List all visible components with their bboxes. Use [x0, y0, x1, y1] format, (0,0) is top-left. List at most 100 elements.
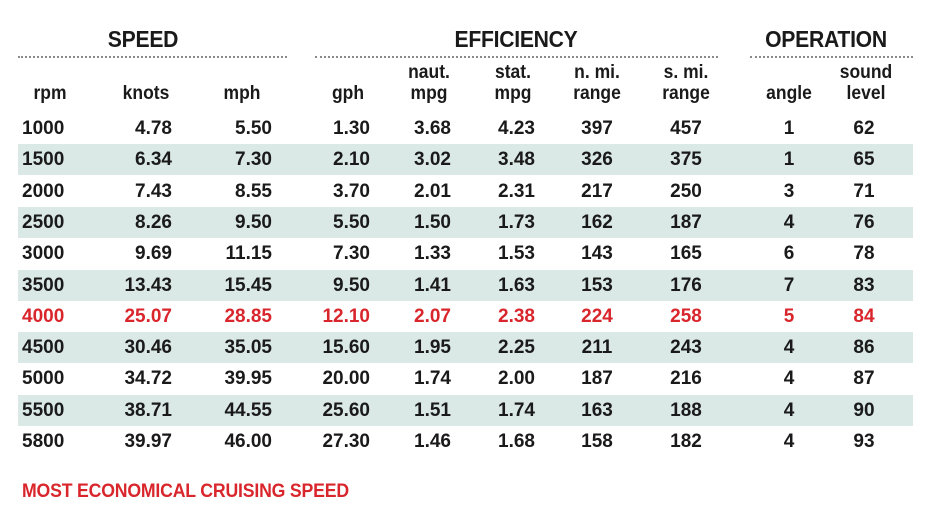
table-cell-stat-mpg: 1.68 — [498, 431, 535, 452]
table-cell-n-mi-range: 162 — [581, 211, 613, 233]
table-cell-s-mi-range: 176 — [670, 274, 702, 296]
table-row: 5500 38.71 44.55 25.60 1.51 1.74 163 188 4 90 — [18, 394, 913, 426]
table-cell-knots: 25.07 — [124, 305, 172, 327]
table-cell-sound-level: 65 — [853, 149, 875, 171]
table-cell-angle: 5 — [783, 305, 795, 327]
table-cell-naut-mpg: 1.95 — [414, 337, 451, 359]
table-row: 2000 7.43 8.55 3.70 2.01 2.31 217 250 3 71 — [18, 176, 913, 207]
table-cell-knots: 30.46 — [124, 337, 172, 359]
table-cell-gph: 20.00 — [322, 368, 370, 390]
table-row: 5000 34.72 39.95 20.00 1.74 2.00 187 216 4 87 — [18, 363, 913, 394]
table-cell-mph: 35.05 — [224, 337, 272, 359]
table-cell-s-mi-range: 182 — [670, 431, 702, 452]
table-cell-knots: 38.71 — [124, 399, 172, 421]
table-cell-gph: 1.30 — [333, 118, 370, 139]
table-cell-rpm: 3000 — [22, 243, 65, 265]
table-cell-naut-mpg: 1.51 — [414, 399, 451, 421]
column-header-line: stat. — [495, 62, 531, 83]
table-cell-knots: 13.43 — [124, 274, 172, 296]
column-header-line: knots — [122, 83, 170, 104]
table-cell-n-mi-range: 143 — [581, 243, 613, 265]
table-cell-gph: 9.50 — [333, 274, 370, 296]
table-cell-s-mi-range: 375 — [670, 149, 702, 171]
table-cell-angle: 3 — [783, 180, 795, 202]
table-cell-n-mi-range: 217 — [581, 180, 613, 202]
table-cell-knots: 8.26 — [135, 211, 172, 233]
table-cell-rpm: 1500 — [22, 149, 65, 171]
table-cell-naut-mpg: 3.68 — [414, 118, 451, 139]
table-cell-sound-level: 86 — [853, 337, 875, 359]
table-cell-mph: 5.50 — [235, 118, 272, 139]
table-cell-s-mi-range: 188 — [670, 399, 702, 421]
column-header-line: angle — [766, 83, 812, 104]
table-cell-sound-level: 83 — [853, 274, 875, 296]
table-cell-gph: 12.10 — [322, 305, 370, 327]
table-cell-stat-mpg: 2.38 — [498, 305, 535, 327]
table-cell-angle: 6 — [783, 243, 795, 265]
table-cell-rpm: 4500 — [22, 337, 65, 359]
table-cell-gph: 3.70 — [333, 180, 370, 202]
group-rule-speed — [18, 56, 287, 58]
table-cell-s-mi-range: 165 — [670, 243, 702, 265]
column-header-sound-level: sound level — [820, 62, 912, 104]
table-cell-knots: 6.34 — [135, 149, 172, 171]
table-cell-rpm: 4000 — [22, 305, 65, 327]
column-header-stat-mpg: stat. mpg — [467, 62, 559, 104]
table-cell-sound-level: 71 — [853, 180, 875, 202]
table-cell-angle: 7 — [783, 274, 795, 296]
table-cell-n-mi-range: 224 — [581, 305, 613, 327]
table-cell-mph: 28.85 — [224, 305, 272, 327]
table-cell-knots: 9.69 — [135, 243, 172, 265]
table-cell-n-mi-range: 326 — [581, 149, 613, 171]
table-cell-naut-mpg: 1.46 — [414, 431, 451, 452]
table-cell-angle: 4 — [783, 211, 795, 233]
table-cell-mph: 44.55 — [224, 399, 272, 421]
highlight-footnote: MOST ECONOMICAL CRUISING SPEED — [22, 481, 349, 502]
table-row: 3000 9.69 11.15 7.30 1.33 1.53 143 165 6 78 — [18, 238, 913, 269]
table-row: 2500 8.26 9.50 5.50 1.50 1.73 162 187 4 76 — [18, 206, 913, 238]
table-cell-rpm: 2500 — [22, 211, 65, 233]
column-header-line: mpg — [410, 83, 448, 104]
table-cell-n-mi-range: 211 — [581, 337, 613, 359]
table-cell-stat-mpg: 2.31 — [498, 180, 535, 202]
table-cell-angle: 4 — [783, 431, 795, 452]
table-cell-rpm: 1000 — [22, 118, 65, 139]
table-cell-mph: 7.30 — [235, 149, 272, 171]
table-cell-gph: 25.60 — [322, 399, 370, 421]
table-cell-s-mi-range: 258 — [670, 305, 702, 327]
column-header-mph: mph — [196, 83, 288, 104]
column-header-line: mpg — [494, 83, 532, 104]
column-header-angle: angle — [743, 83, 835, 104]
table-cell-s-mi-range: 250 — [670, 180, 702, 202]
column-header-n-mi-range: n. mi. range — [551, 62, 643, 104]
table-cell-angle: 4 — [783, 399, 795, 421]
table-cell-rpm: 5500 — [22, 399, 65, 421]
table-cell-s-mi-range: 216 — [670, 368, 702, 390]
column-header-naut-mpg: naut. mpg — [383, 62, 475, 104]
table-cell-stat-mpg: 1.73 — [498, 211, 535, 233]
table-cell-angle: 4 — [783, 337, 795, 359]
table-cell-stat-mpg: 3.48 — [498, 149, 535, 171]
table-cell-mph: 8.55 — [235, 180, 272, 202]
table-cell-gph: 15.60 — [322, 337, 370, 359]
table-cell-n-mi-range: 163 — [581, 399, 613, 421]
column-header-knots: knots — [100, 83, 192, 104]
table-cell-sound-level: 84 — [853, 305, 875, 327]
table-cell-n-mi-range: 158 — [581, 431, 613, 452]
column-header-line: mph — [223, 83, 261, 104]
table-cell-rpm: 2000 — [22, 180, 65, 202]
table-cell-knots: 7.43 — [135, 180, 172, 202]
table-cell-knots: 34.72 — [124, 368, 172, 390]
table-cell-naut-mpg: 1.50 — [414, 211, 451, 233]
table-cell-sound-level: 90 — [853, 399, 875, 421]
column-header-line: naut. — [408, 62, 450, 83]
table-cell-sound-level: 87 — [853, 368, 875, 390]
table-row: 3500 13.43 15.45 9.50 1.41 1.63 153 176 7 83 — [18, 269, 913, 301]
table-cell-rpm: 5000 — [22, 368, 65, 390]
table-cell-s-mi-range: 187 — [670, 211, 702, 233]
table-row: 4500 30.46 35.05 15.60 1.95 2.25 211 243 4 86 — [18, 332, 913, 364]
table-cell-angle: 1 — [783, 149, 795, 171]
table-cell-angle: 1 — [783, 118, 795, 139]
table-cell-stat-mpg: 4.23 — [498, 118, 535, 139]
table-cell-naut-mpg: 1.33 — [414, 243, 451, 265]
